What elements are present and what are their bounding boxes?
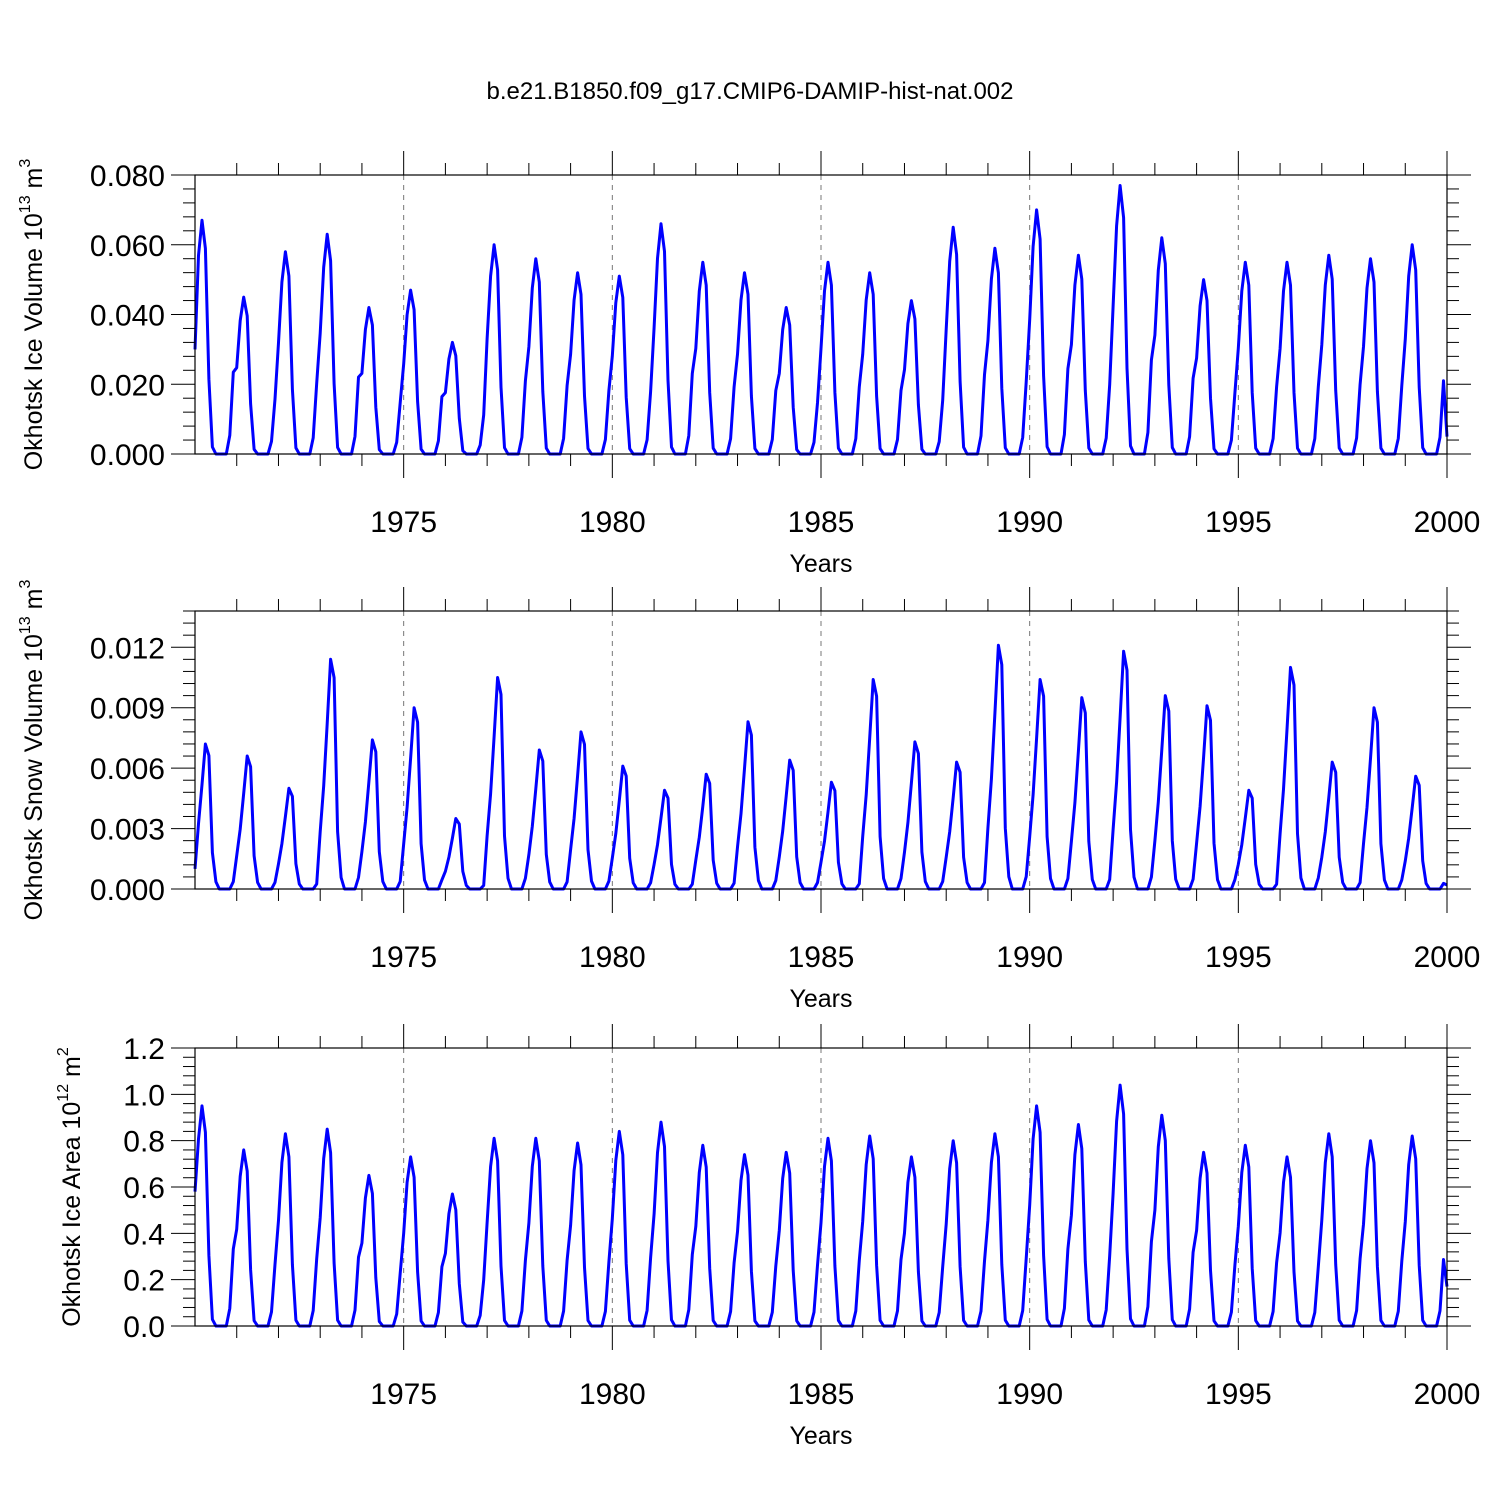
y-tick-label: 0.2 [123,1265,165,1298]
x-tick-label: 1990 [996,1378,1063,1411]
chart-title: b.e21.B1850.f09_g17.CMIP6-DAMIP-hist-nat… [487,78,1014,105]
y-tick-label: 0.0 [123,1311,165,1344]
x-tick-label: 1980 [579,941,646,974]
x-tick-label: 1995 [1205,1378,1272,1411]
y-axis-label-part: m [20,589,48,617]
y-tick-label: 0.003 [90,814,165,847]
y-axis-label: Okhotsk Ice Volume 1013 m3 [17,159,48,471]
x-tick-label: 2000 [1414,506,1481,539]
x-axis-label: Years [789,550,852,578]
panel-ice-area: 0.0 0.2 0.4 0.6 0.8 1.0 1.2 1975 1980 1985 1990 199… [55,1024,1480,1450]
y-tick-label: 0.020 [90,369,165,402]
y-tick-label: 0.4 [123,1218,165,1251]
y-axis-label: Okhotsk Ice Area 1012 m2 [55,1047,86,1327]
x-tick-label: 1985 [788,941,855,974]
y-axis-label-part: Okhotsk Ice Area 10 [58,1102,86,1327]
y-axis-label-part: m [58,1056,86,1084]
series-line-ice-volume [193,184,1449,456]
y-tick-label: 0.080 [90,160,165,193]
panel-snow-volume: 0.000 0.003 0.006 0.009 0.012 1975 1980 1985 199… [17,580,1480,1013]
y-axis-label-part: 13 [17,195,34,213]
y-axis-label-part: 13 [17,616,34,634]
x-tick-label: 2000 [1414,941,1481,974]
y-tick-label: 0.006 [90,753,165,786]
y-tick-label: 1.2 [123,1033,165,1066]
y-axis-label-part: m [20,168,48,196]
x-tick-label: 1985 [788,1378,855,1411]
y-tick-label: 0.000 [90,439,165,472]
x-tick-label: 1980 [579,1378,646,1411]
x-tick-label: 1980 [579,506,646,539]
x-axis-label: Years [789,985,852,1013]
y-axis-label-part: Okhotsk Snow Volume 10 [20,634,48,920]
x-tick-label: 1995 [1205,506,1272,539]
series-line-snow-volume [193,643,1448,891]
y-tick-label: 0.012 [90,632,165,665]
x-tick-label: 1975 [370,941,437,974]
y-tick-label: 0.6 [123,1172,165,1205]
x-tick-label: 1975 [370,506,437,539]
y-axis-label: Okhotsk Snow Volume 1013 m3 [17,580,48,921]
x-tick-label: 1990 [996,506,1063,539]
y-axis-label-part: Okhotsk Ice Volume 10 [20,213,48,470]
x-tick-label: 1990 [996,941,1063,974]
y-axis-label-part: 12 [55,1084,72,1102]
y-tick-label: 0.060 [90,230,165,263]
panel-ice-volume: 0.000 0.020 0.040 0.060 0.080 1975 1980 1985 199… [17,151,1480,578]
y-tick-label: 0.009 [90,693,165,726]
x-tick-label: 1975 [370,1378,437,1411]
x-tick-label: 1985 [788,506,855,539]
y-tick-label: 0.040 [90,300,165,333]
y-tick-label: 0.000 [90,874,165,907]
series-line-ice-area [193,1083,1449,1328]
x-tick-label: 1995 [1205,941,1272,974]
y-tick-label: 0.8 [123,1126,165,1159]
y-axis-label-part: 3 [17,159,34,168]
y-tick-label: 1.0 [123,1079,165,1112]
x-axis-label: Years [789,1422,852,1450]
x-tick-label: 2000 [1414,1378,1481,1411]
y-axis-label-part: 3 [17,580,34,589]
y-axis-label-part: 2 [55,1047,72,1056]
